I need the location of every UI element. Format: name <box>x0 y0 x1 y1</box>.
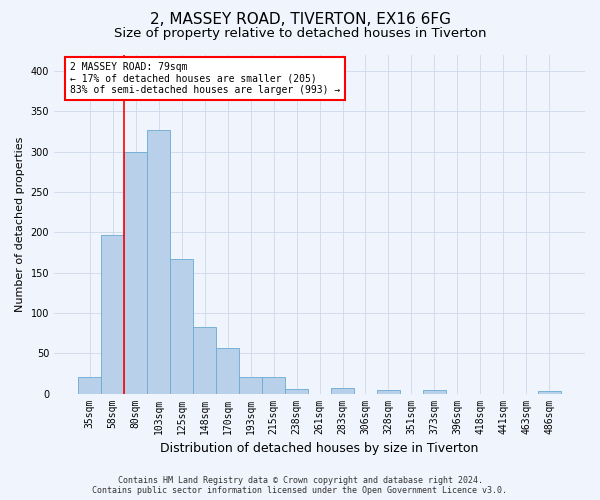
Y-axis label: Number of detached properties: Number of detached properties <box>15 136 25 312</box>
Bar <box>538 391 561 394</box>
Bar <box>239 376 262 394</box>
Text: 2, MASSEY ROAD, TIVERTON, EX16 6FG: 2, MASSEY ROAD, TIVERTON, EX16 6FG <box>149 12 451 28</box>
Text: 2 MASSEY ROAD: 79sqm
← 17% of detached houses are smaller (205)
83% of semi-deta: 2 MASSEY ROAD: 79sqm ← 17% of detached h… <box>70 62 340 95</box>
Bar <box>377 390 400 394</box>
Bar <box>285 388 308 394</box>
Bar <box>101 235 124 394</box>
Bar <box>216 348 239 394</box>
Bar <box>331 388 354 394</box>
Bar <box>170 259 193 394</box>
Text: Contains HM Land Registry data © Crown copyright and database right 2024.
Contai: Contains HM Land Registry data © Crown c… <box>92 476 508 495</box>
X-axis label: Distribution of detached houses by size in Tiverton: Distribution of detached houses by size … <box>160 442 479 455</box>
Bar <box>193 328 216 394</box>
Bar <box>262 376 285 394</box>
Bar <box>147 130 170 394</box>
Bar <box>124 152 147 394</box>
Text: Size of property relative to detached houses in Tiverton: Size of property relative to detached ho… <box>114 28 486 40</box>
Bar <box>78 378 101 394</box>
Bar <box>423 390 446 394</box>
